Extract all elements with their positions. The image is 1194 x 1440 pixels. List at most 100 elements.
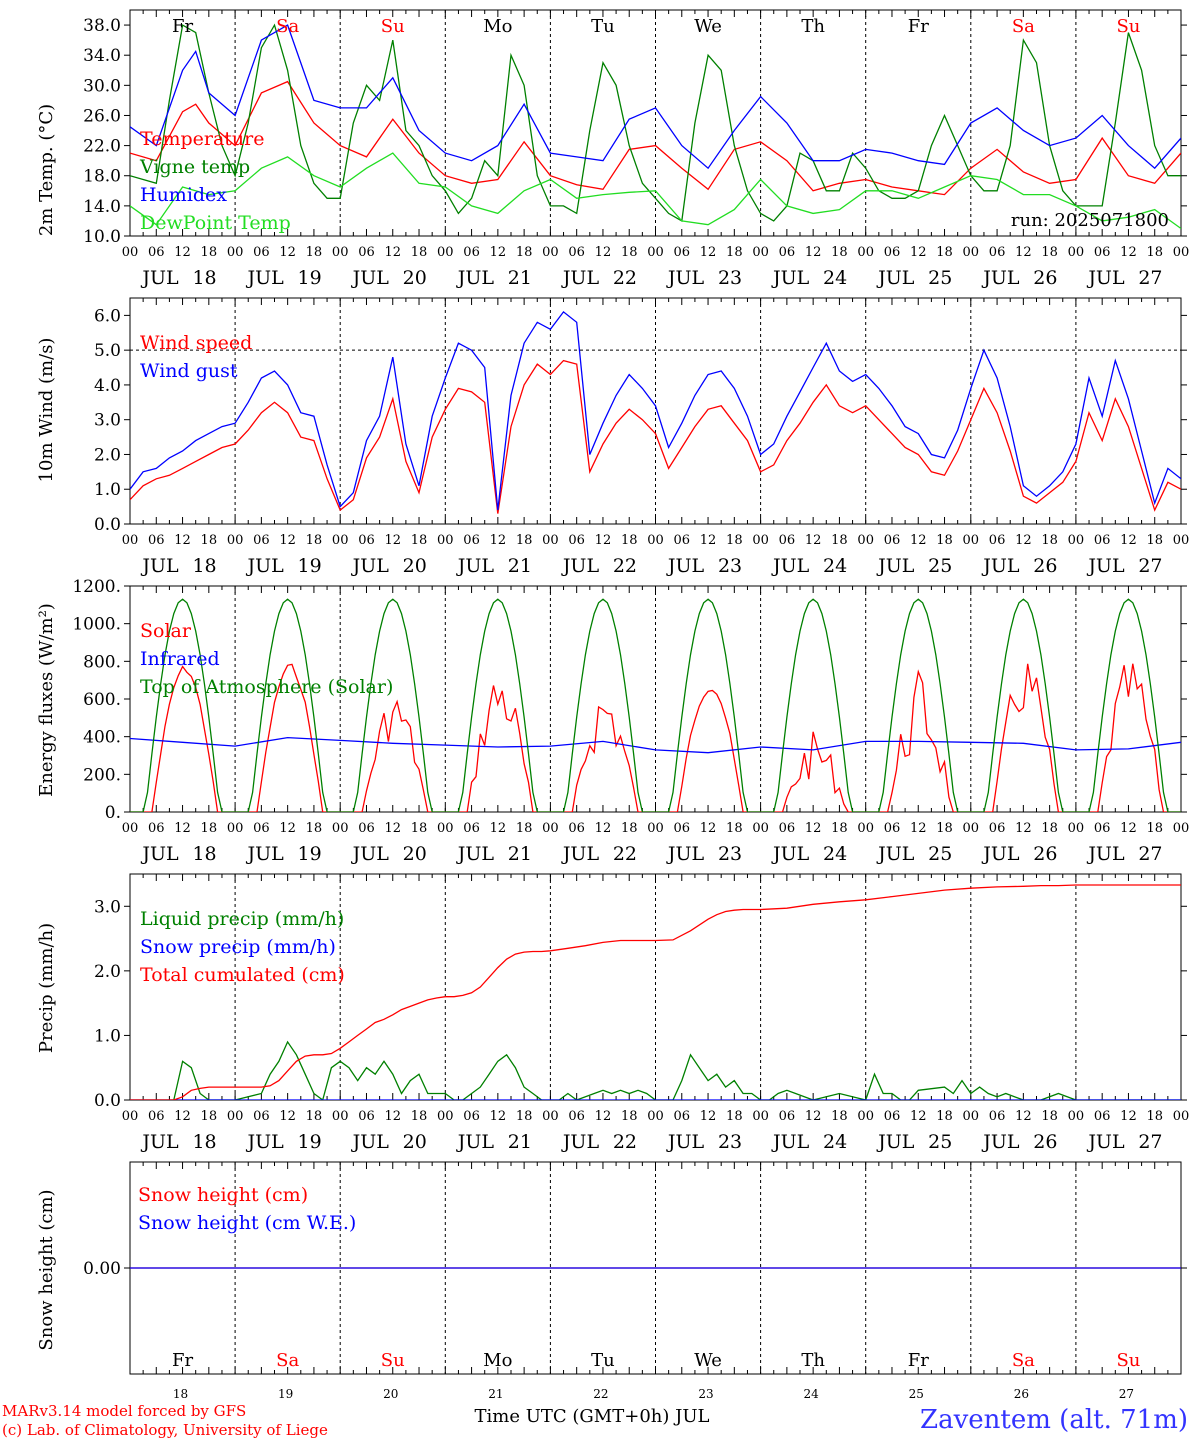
- hour-tick-label: 12: [1015, 1109, 1032, 1124]
- hour-tick-label: 00: [122, 533, 139, 548]
- hour-tick-label: 06: [779, 533, 796, 548]
- day-date-label: 20: [403, 1131, 427, 1153]
- hour-tick-label: 00: [437, 821, 454, 836]
- legend-entry: Humidex: [140, 184, 227, 206]
- series-line-green: [130, 1040, 1181, 1100]
- day-date-label: 24: [823, 1131, 847, 1153]
- hour-tick-label: 00: [437, 245, 454, 260]
- hour-tick-label: 18: [1041, 533, 1058, 548]
- hour-tick-label: 18: [201, 821, 218, 836]
- day-date-label: 19: [298, 843, 322, 865]
- series-line-green: [130, 598, 1181, 812]
- day-date-label: 20: [403, 267, 427, 289]
- hour-tick-label: 18: [306, 1109, 323, 1124]
- hour-tick-label: 18: [831, 821, 848, 836]
- hour-tick-label: 06: [148, 1109, 165, 1124]
- y-tick-label: 22.0: [83, 137, 121, 157]
- month-label: JUL: [981, 843, 1020, 865]
- hour-tick-label: 12: [174, 1109, 191, 1124]
- hour-tick-label: 06: [253, 821, 270, 836]
- day-date-label: 20: [403, 843, 427, 865]
- hour-tick-label: 00: [1068, 533, 1085, 548]
- hour-tick-label: 00: [857, 821, 874, 836]
- hour-tick-label: 00: [963, 1109, 980, 1124]
- weekday-label: Su: [1116, 16, 1140, 37]
- month-label: JUL: [351, 267, 390, 289]
- hour-tick-label: 12: [700, 1109, 717, 1124]
- day-date-label: 21: [508, 1131, 532, 1153]
- hour-tick-label: 18: [306, 245, 323, 260]
- hour-tick-label: 06: [1094, 245, 1111, 260]
- hour-tick-label: 00: [1068, 1109, 1085, 1124]
- day-date-label: 23: [718, 267, 742, 289]
- y-tick-label: 800.: [83, 652, 121, 672]
- day-date-label: 25: [928, 843, 952, 865]
- hour-tick-label: 06: [674, 245, 691, 260]
- hour-tick-label: 00: [752, 1109, 769, 1124]
- day-date-label: 22: [613, 555, 637, 577]
- day-date-label: 27: [1138, 267, 1162, 289]
- credit-line-1: MARv3.14 model forced by GFS: [2, 1402, 246, 1420]
- hour-tick-label: 18: [201, 533, 218, 548]
- month-label: JUL: [351, 555, 390, 577]
- hour-tick-label: 00: [332, 821, 349, 836]
- hour-tick-label: 18: [936, 245, 953, 260]
- hour-tick-label: 12: [279, 821, 296, 836]
- day-date-label: 19: [298, 267, 322, 289]
- hour-tick-label: 12: [805, 1109, 822, 1124]
- hour-tick-label: 00: [227, 1109, 244, 1124]
- month-label: JUL: [140, 1131, 179, 1153]
- hour-tick-label: 18: [1146, 245, 1163, 260]
- month-label: JUL: [1086, 267, 1125, 289]
- hour-tick-label: 18: [516, 533, 533, 548]
- hour-tick-label: 06: [568, 1109, 585, 1124]
- hour-tick-label: 12: [700, 533, 717, 548]
- x-axis-title: Time UTC (GMT+0h) JUL: [475, 1406, 710, 1427]
- hour-tick-label: 00: [122, 245, 139, 260]
- hour-tick-label: 00: [647, 245, 664, 260]
- hour-tick-label: 06: [884, 1109, 901, 1124]
- day-number-label: 26: [1014, 1387, 1029, 1401]
- day-date-label: 25: [928, 555, 952, 577]
- hour-tick-label: 06: [989, 1109, 1006, 1124]
- hour-tick-label: 06: [463, 1109, 480, 1124]
- month-label: JUL: [1086, 555, 1125, 577]
- day-date-label: 23: [718, 1131, 742, 1153]
- hour-tick-label: 18: [726, 245, 743, 260]
- day-date-label: 26: [1033, 843, 1057, 865]
- series-line-red: [130, 80, 1181, 196]
- hour-tick-label: 00: [542, 1109, 559, 1124]
- hour-tick-label: 00: [857, 533, 874, 548]
- legend-entry: Vigne temp: [139, 156, 250, 178]
- day-number-label: 21: [488, 1387, 503, 1401]
- y-tick-label: 34.0: [83, 46, 121, 66]
- hour-tick-label: 00: [1173, 533, 1190, 548]
- weekday-label: Fr: [172, 1350, 193, 1371]
- hour-tick-label: 18: [411, 1109, 428, 1124]
- hour-tick-label: 18: [726, 533, 743, 548]
- hour-tick-label: 06: [253, 533, 270, 548]
- legend-entry: Snow height (cm W.E.): [138, 1212, 356, 1234]
- day-date-label: 24: [823, 555, 847, 577]
- hour-tick-label: 06: [358, 245, 375, 260]
- hour-tick-label: 18: [831, 1109, 848, 1124]
- hour-tick-label: 12: [174, 533, 191, 548]
- legend-entry: Total cumulated (cm): [140, 964, 345, 986]
- month-label: JUL: [351, 1131, 390, 1153]
- y-tick-label: 200.: [83, 765, 121, 785]
- hour-tick-label: 00: [227, 245, 244, 260]
- day-number-label: 18: [173, 1387, 188, 1401]
- hour-tick-label: 12: [279, 1109, 296, 1124]
- day-number-label: 23: [698, 1387, 713, 1401]
- hour-tick-label: 06: [779, 1109, 796, 1124]
- hour-tick-label: 00: [227, 821, 244, 836]
- month-label: JUL: [771, 555, 810, 577]
- hour-tick-label: 06: [463, 245, 480, 260]
- weekday-label: Tu: [591, 16, 615, 37]
- hour-tick-label: 00: [542, 533, 559, 548]
- weekday-label: Sa: [1012, 16, 1035, 37]
- weekday-label: Su: [1116, 1350, 1140, 1371]
- legend-entry: Liquid precip (mm/h): [140, 908, 344, 930]
- hour-tick-label: 00: [227, 533, 244, 548]
